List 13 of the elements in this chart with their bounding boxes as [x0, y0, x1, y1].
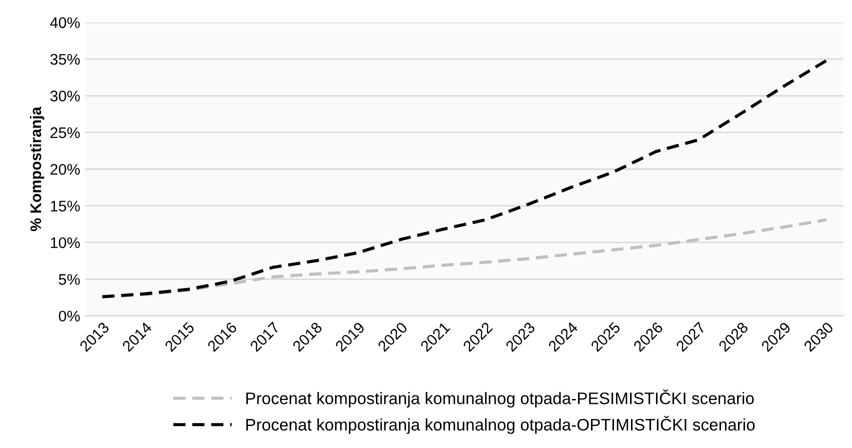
y-tick-label: 5% — [58, 274, 80, 285]
line-series — [100, 59, 828, 298]
legend-label: Procenat kompostiranja komunalnog otpada-OPTIMISTIČKI scenario — [246, 416, 755, 434]
y-tick-label: 0% — [58, 310, 80, 322]
y-tick-label: 20% — [50, 164, 80, 175]
y-tick-label: 35% — [50, 54, 80, 65]
legend-label: Procenat kompostiranja komunalnog otpada-PESIMISTIČKI scenario — [246, 390, 754, 408]
y-axis-title: % Kompostiranja — [30, 106, 44, 232]
y-tick-label: 40% — [50, 17, 80, 28]
y-tick-label: 10% — [50, 237, 80, 248]
y-tick-label: 25% — [50, 127, 80, 138]
y-tick-label: 30% — [50, 90, 80, 102]
y-tick-label: 15% — [50, 200, 80, 212]
